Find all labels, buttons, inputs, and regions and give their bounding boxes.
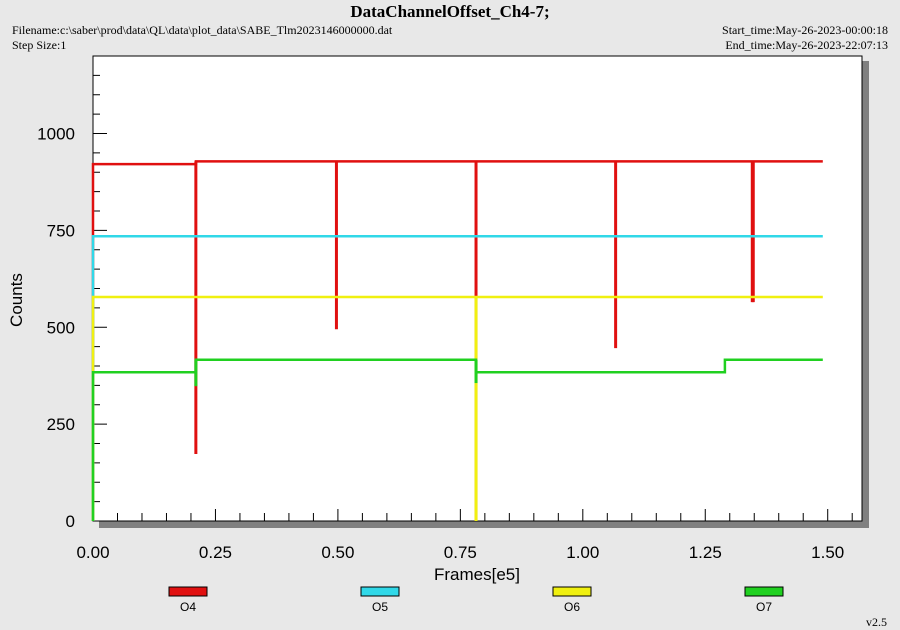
x-tick-label: 0.75 xyxy=(444,543,477,562)
x-axis-label: Frames[e5] xyxy=(434,565,520,584)
legend-swatch-O7 xyxy=(744,586,784,597)
x-tick-label: 1.00 xyxy=(566,543,599,562)
end-time-label: End_time:May-26-2023-22:07:13 xyxy=(725,38,888,52)
legend-label-O7: O7 xyxy=(756,600,772,614)
step-size-label: Step Size:1 xyxy=(12,38,66,52)
y-axis-label: Counts xyxy=(7,273,26,327)
series-O7 xyxy=(91,358,823,521)
x-tick-labels: 0.00 0.25 0.50 0.75 1.00 1.25 1.50 xyxy=(76,543,844,562)
legend-swatch-O6 xyxy=(552,586,592,597)
legend-label-O5: O5 xyxy=(372,600,388,614)
x-tick-label: 0.25 xyxy=(199,543,232,562)
y-tick-label: 1000 xyxy=(37,125,75,144)
y-tick-label: 750 xyxy=(47,221,75,240)
filename-label: Filename:c:\saber\prod\data\QL\data\plot… xyxy=(12,23,393,37)
y-tick-label: 500 xyxy=(47,318,75,337)
series-line-O7 xyxy=(91,358,823,521)
legend-swatch-O5 xyxy=(360,586,400,597)
y-tick-label: 250 xyxy=(47,415,75,434)
x-tick-label: 1.25 xyxy=(689,543,722,562)
y-tick-label: 0 xyxy=(66,512,75,531)
start-time-label: Start_time:May-26-2023-00:00:18 xyxy=(722,23,888,37)
legend-label-O4: O4 xyxy=(180,600,196,614)
x-tick-label: 0.50 xyxy=(321,543,354,562)
version-label: v2.5 xyxy=(866,615,887,629)
legend: O4 O5 O6 O7 xyxy=(168,586,784,614)
x-tick-label: 1.50 xyxy=(811,543,844,562)
x-minor-ticks xyxy=(92,509,853,521)
chart-title: DataChannelOffset_Ch4-7; xyxy=(350,2,549,21)
x-tick-label: 0.00 xyxy=(76,543,109,562)
y-tick-labels: 0 250 500 750 1000 xyxy=(37,125,75,532)
series-layer xyxy=(91,160,823,521)
legend-label-O6: O6 xyxy=(564,600,580,614)
legend-swatch-O4 xyxy=(168,586,208,597)
